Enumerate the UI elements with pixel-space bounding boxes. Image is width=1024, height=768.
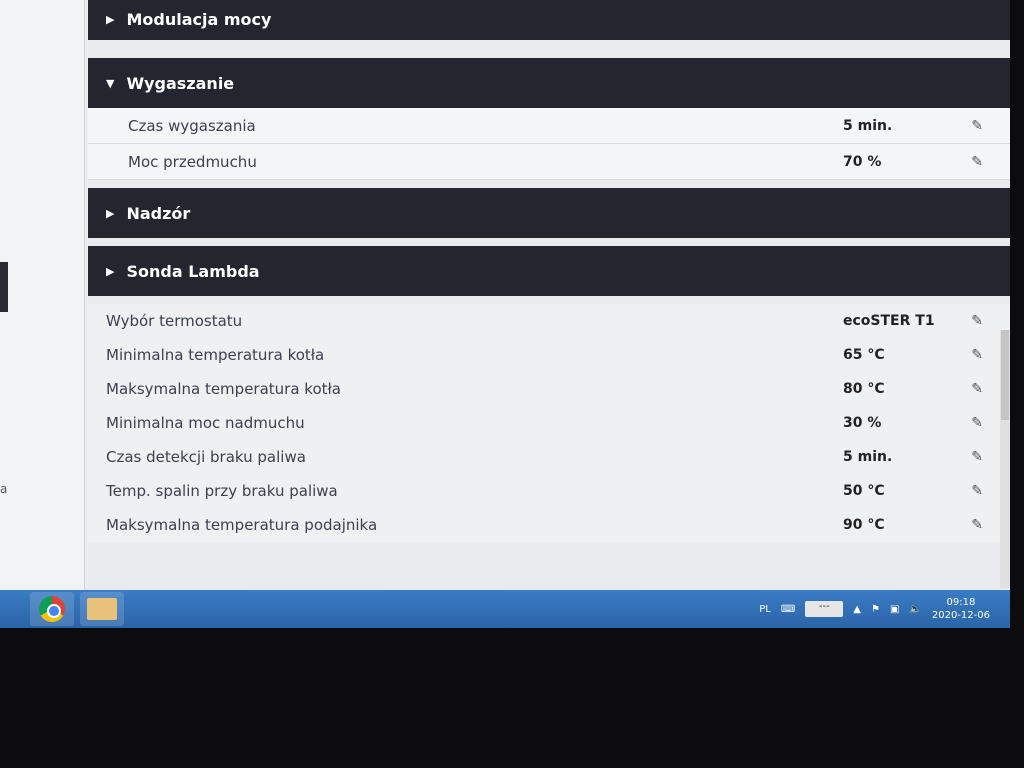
setting-label: Wybór termostatu [106,312,243,330]
edit-icon[interactable]: ✎ [971,117,983,134]
left-edge-marker [0,262,8,312]
scrollbar-thumb[interactable] [1001,330,1009,420]
setting-label: Maksymalna temperatura kotła [106,380,341,398]
taskbar-explorer-button[interactable] [80,592,124,626]
section-title: Nadzór [126,203,191,223]
section-title: Sonda Lambda [126,261,260,281]
folder-icon [87,598,117,620]
edit-icon[interactable]: ✎ [971,415,983,431]
edit-icon[interactable]: ✎ [971,449,983,465]
setting-value: 5 min. [843,449,893,465]
setting-row: Moc przedmuchu 70 % ✎ [88,144,1010,180]
language-indicator[interactable]: PL [759,603,771,615]
section-nadzor[interactable]: ▶ Nadzór [88,188,1010,238]
setting-value: 70 % [843,153,882,170]
setting-label: Minimalna temperatura kotła [106,346,325,364]
edit-icon[interactable]: ✎ [971,347,983,363]
expand-triangle-icon: ▶ [106,206,115,220]
setting-value: 65 °C [843,347,885,363]
battery-indicator[interactable]: --- [805,601,844,617]
scrollbar[interactable] [1000,330,1010,588]
collapse-triangle-icon: ▼ [106,76,115,90]
show-hidden-icons-icon[interactable]: ▲ [853,603,861,615]
setting-row: Wybór termostatu ecoSTER T1 ✎ [88,304,1010,338]
edit-icon[interactable]: ✎ [971,313,983,329]
setting-value: 80 °C [843,381,885,397]
edit-icon[interactable]: ✎ [971,381,983,397]
setting-label: Maksymalna temperatura podajnika [106,516,378,534]
setting-row: Minimalna moc nadmuchu 30 % ✎ [88,406,1010,440]
setting-label: Moc przedmuchu [128,152,257,171]
setting-label: Temp. spalin przy braku paliwa [106,482,338,500]
setting-row: Temp. spalin przy braku paliwa 50 °C ✎ [88,474,1010,508]
setting-value: 30 % [843,415,882,431]
taskbar-chrome-button[interactable] [30,592,74,626]
screen: a ▶ Modulacja mocy ▼ Wygaszanie Czas wygas… [0,0,1010,628]
edit-icon[interactable]: ✎ [971,517,983,533]
section-modulacja-mocy[interactable]: ▶ Modulacja mocy [88,0,1010,40]
section-title: Modulacja mocy [126,9,272,29]
setting-row: Czas wygaszania 5 min. ✎ [88,108,1010,144]
left-pane: a [0,0,85,590]
settings-list: Wybór termostatu ecoSTER T1 ✎ Minimalna te… [88,304,1010,542]
left-fragment-text: a [0,482,8,496]
expand-triangle-icon: ▶ [106,12,115,26]
keyboard-icon[interactable]: ⌨ [780,603,796,615]
setting-value: ecoSTER T1 [843,313,935,329]
setting-value: 90 °C [843,517,885,533]
volume-icon[interactable]: 🔈 [909,603,922,615]
setting-row: Maksymalna temperatura podajnika 90 °C ✎ [88,508,1010,542]
edit-icon[interactable]: ✎ [971,483,983,499]
setting-label: Czas detekcji braku paliwa [106,448,306,466]
system-tray: PL ⌨ --- ▲ ⚑ ▣ 🔈 09:18 2020-12-06 [759,596,1010,622]
chrome-icon [39,596,65,622]
expand-triangle-icon: ▶ [106,264,115,278]
flag-icon[interactable]: ⚑ [871,603,880,615]
setting-value: 50 °C [843,483,885,499]
clock-date: 2020-12-06 [931,610,990,621]
edit-icon[interactable]: ✎ [971,153,983,170]
section-sonda-lambda[interactable]: ▶ Sonda Lambda [88,246,1010,296]
setting-row: Minimalna temperatura kotła 65 °C ✎ [88,338,1010,372]
setting-label: Czas wygaszania [128,116,256,135]
setting-row: Czas detekcji braku paliwa 5 min. ✎ [88,440,1010,474]
clock[interactable]: 09:18 2020-12-06 [932,596,990,622]
network-icon[interactable]: ▣ [889,603,900,615]
settings-content: ▶ Modulacja mocy ▼ Wygaszanie Czas wygasza… [88,0,1010,542]
section-title: Wygaszanie [126,73,235,93]
section-wygaszanie[interactable]: ▼ Wygaszanie [88,58,1010,108]
clock-time: 09:18 [946,597,976,608]
taskbar: PL ⌨ --- ▲ ⚑ ▣ 🔈 09:18 2020-12-06 [0,590,1010,628]
setting-label: Minimalna moc nadmuchu [106,414,305,432]
setting-row: Maksymalna temperatura kotła 80 °C ✎ [88,372,1010,406]
setting-value: 5 min. [843,117,893,134]
